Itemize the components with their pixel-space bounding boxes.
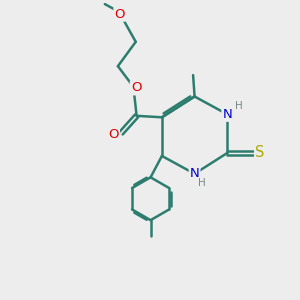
Text: O: O: [109, 128, 119, 141]
Text: O: O: [131, 81, 141, 94]
Text: N: N: [222, 108, 232, 121]
Text: H: H: [235, 101, 242, 111]
Text: S: S: [255, 146, 265, 160]
Text: O: O: [114, 8, 125, 21]
Text: H: H: [198, 178, 206, 188]
Text: N: N: [190, 167, 200, 180]
